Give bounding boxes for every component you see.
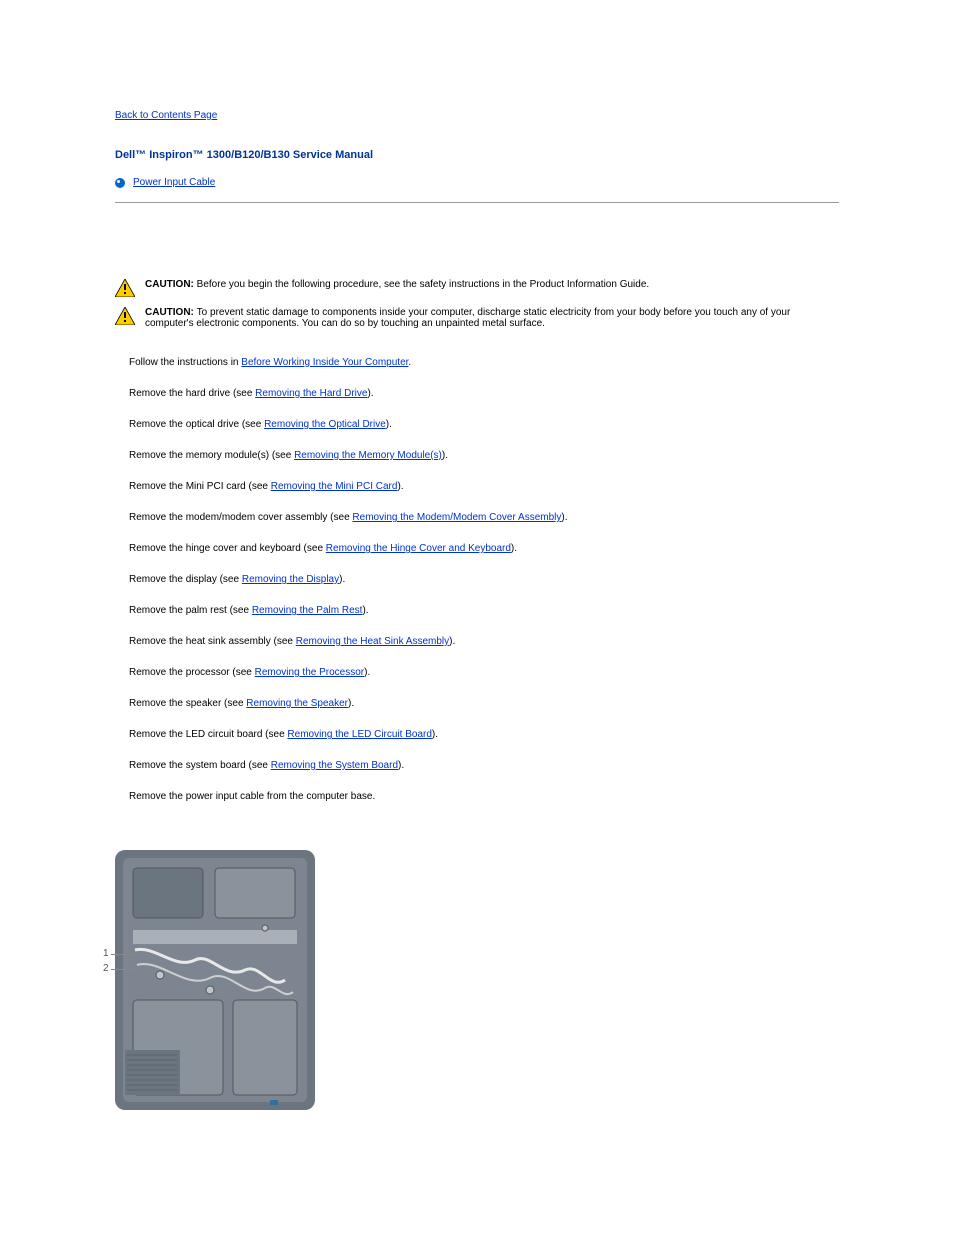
step-11: Remove the processor (see Removing the P… <box>129 665 839 680</box>
step-link[interactable]: Removing the Display <box>242 574 339 585</box>
step-link[interactable]: Removing the Speaker <box>246 698 348 709</box>
step-12: Remove the speaker (see Removing the Spe… <box>129 696 839 711</box>
step-9: Remove the palm rest (see Removing the P… <box>129 603 839 618</box>
step-1: Follow the instructions in Before Workin… <box>129 355 839 370</box>
step-6: Remove the modem/modem cover assembly (s… <box>129 510 839 525</box>
lead-line <box>111 969 135 970</box>
step-link[interactable]: Removing the Modem/Modem Cover Assembly <box>352 512 561 523</box>
section-link[interactable]: Power Input Cable <box>133 177 215 188</box>
figure-label-2: 2 <box>103 963 109 974</box>
step-13: Remove the LED circuit board (see Removi… <box>129 727 839 742</box>
lead-line <box>111 954 135 955</box>
step-14: Remove the system board (see Removing th… <box>129 758 839 773</box>
step-4: Remove the memory module(s) (see Removin… <box>129 448 839 463</box>
step-5: Remove the Mini PCI card (see Removing t… <box>129 479 839 494</box>
figure-label-1: 1 <box>103 948 109 959</box>
step-15: Remove the power input cable from the co… <box>129 789 839 804</box>
step-link[interactable]: Removing the Palm Rest <box>252 605 363 616</box>
step-link[interactable]: Removing the Hinge Cover and Keyboard <box>326 543 511 554</box>
figure: 1 2 <box>115 850 315 1113</box>
step-link[interactable]: Removing the Memory Module(s) <box>294 450 442 461</box>
caution-1: CAUTION: Before you begin the following … <box>115 279 839 297</box>
caution-2-text: CAUTION: To prevent static damage to com… <box>145 307 839 329</box>
step-link[interactable]: Removing the System Board <box>271 760 398 771</box>
step-link[interactable]: Removing the Mini PCI Card <box>271 481 398 492</box>
step-3: Remove the optical drive (see Removing t… <box>129 417 839 432</box>
caution-1-text: CAUTION: Before you begin the following … <box>145 279 649 290</box>
step-2: Remove the hard drive (see Removing the … <box>129 386 839 401</box>
back-to-contents-link[interactable]: Back to Contents Page <box>115 110 217 121</box>
manual-title: Dell™ Inspiron™ 1300/B120/B130 Service M… <box>115 149 839 161</box>
warning-icon <box>115 307 135 325</box>
step-link[interactable]: Removing the Processor <box>255 667 365 678</box>
step-link[interactable]: Removing the LED Circuit Board <box>287 729 432 740</box>
step-link[interactable]: Removing the Hard Drive <box>255 388 367 399</box>
step-link[interactable]: Before Working Inside Your Computer <box>241 357 408 368</box>
step-link[interactable]: Removing the Optical Drive <box>264 419 386 430</box>
caution-2: CAUTION: To prevent static damage to com… <box>115 307 839 329</box>
warning-icon <box>115 279 135 297</box>
step-link[interactable]: Removing the Heat Sink Assembly <box>296 636 449 647</box>
bullet-icon <box>115 178 125 188</box>
step-10: Remove the heat sink assembly (see Remov… <box>129 634 839 649</box>
step-7: Remove the hinge cover and keyboard (see… <box>129 541 839 556</box>
step-8: Remove the display (see Removing the Dis… <box>129 572 839 587</box>
laptop-base-figure <box>115 850 315 1110</box>
steps-list: Follow the instructions in Before Workin… <box>129 355 839 804</box>
